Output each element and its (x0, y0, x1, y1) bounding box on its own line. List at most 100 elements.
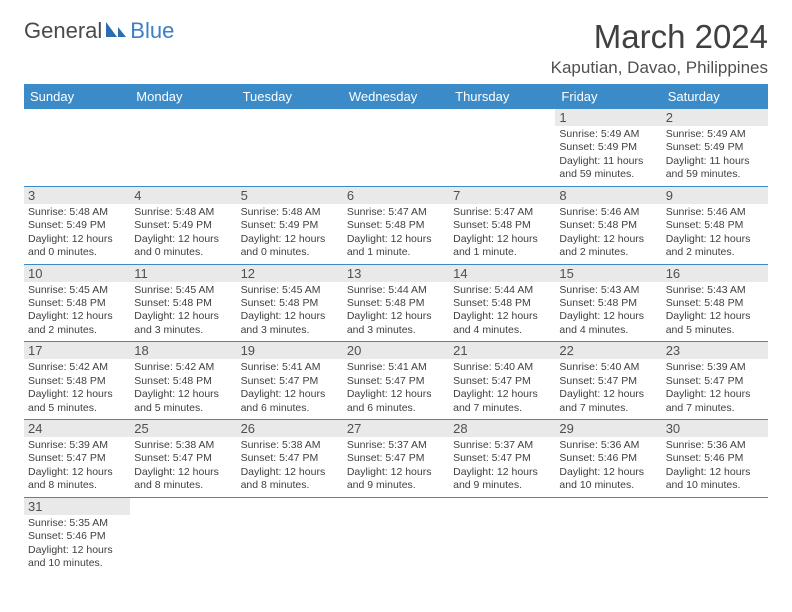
calendar-cell: 12Sunrise: 5:45 AMSunset: 5:48 PMDayligh… (237, 264, 343, 342)
day-info-line: Sunrise: 5:36 AM (666, 439, 764, 452)
day-info: Sunrise: 5:48 AMSunset: 5:49 PMDaylight:… (134, 206, 232, 260)
calendar-cell: 6Sunrise: 5:47 AMSunset: 5:48 PMDaylight… (343, 186, 449, 264)
day-info-line: Sunrise: 5:47 AM (347, 206, 445, 219)
weekday-header: Wednesday (343, 84, 449, 109)
day-info-line: and 59 minutes. (559, 168, 657, 181)
calendar-cell: 25Sunrise: 5:38 AMSunset: 5:47 PMDayligh… (130, 420, 236, 498)
calendar-cell: 20Sunrise: 5:41 AMSunset: 5:47 PMDayligh… (343, 342, 449, 420)
day-info: Sunrise: 5:40 AMSunset: 5:47 PMDaylight:… (453, 361, 551, 415)
month-title: March 2024 (551, 18, 768, 56)
day-info-line: Sunrise: 5:37 AM (453, 439, 551, 452)
calendar-cell: 29Sunrise: 5:36 AMSunset: 5:46 PMDayligh… (555, 420, 661, 498)
day-info-line: Daylight: 12 hours (241, 310, 339, 323)
day-number: 15 (555, 265, 661, 282)
calendar-cell: 8 Sunrise: 5:46 AMSunset: 5:48 PMDaylight… (555, 186, 661, 264)
day-info-line: Daylight: 12 hours (28, 310, 126, 323)
day-number: 21 (449, 342, 555, 359)
day-info: Sunrise: 5:49 AMSunset: 5:49 PMDaylight:… (666, 128, 764, 182)
logo-sail-icon (104, 19, 128, 44)
day-info-line: and 10 minutes. (559, 479, 657, 492)
calendar-cell: 10 Sunrise: 5:45 AMSunset: 5:48 PMDayligh… (24, 264, 130, 342)
calendar-cell (555, 497, 661, 574)
day-info: Sunrise: 5:41 AMSunset: 5:47 PMDaylight:… (241, 361, 339, 415)
day-info-line: Daylight: 12 hours (666, 388, 764, 401)
calendar-cell: 17Sunrise: 5:42 AMSunset: 5:48 PMDayligh… (24, 342, 130, 420)
calendar-cell: 24 Sunrise: 5:39 AMSunset: 5:47 PMDayligh… (24, 420, 130, 498)
logo: General Blue (24, 18, 174, 44)
day-number: 27 (343, 420, 449, 437)
calendar-cell: 22Sunrise: 5:40 AMSunset: 5:47 PMDayligh… (555, 342, 661, 420)
day-info: Sunrise: 5:42 AMSunset: 5:48 PMDaylight:… (28, 361, 126, 415)
calendar-cell: 26Sunrise: 5:38 AMSunset: 5:47 PMDayligh… (237, 420, 343, 498)
day-info-line: Sunrise: 5:40 AM (559, 361, 657, 374)
day-info-line: and 10 minutes. (28, 557, 126, 570)
calendar-cell (237, 497, 343, 574)
day-info-line: Sunset: 5:49 PM (559, 141, 657, 154)
day-info-line: Daylight: 12 hours (453, 466, 551, 479)
day-info-line: Daylight: 12 hours (134, 233, 232, 246)
day-info-line: Daylight: 12 hours (559, 388, 657, 401)
day-number: 8 (555, 187, 661, 204)
day-info-line: Daylight: 12 hours (347, 233, 445, 246)
calendar-row: 24 Sunrise: 5:39 AMSunset: 5:47 PMDayligh… (24, 420, 768, 498)
day-info-line: Daylight: 11 hours (559, 155, 657, 168)
day-number: 24 (24, 420, 130, 437)
weekday-header: Thursday (449, 84, 555, 109)
day-info-line: and 5 minutes. (28, 402, 126, 415)
day-info-line: Daylight: 12 hours (559, 466, 657, 479)
day-info: Sunrise: 5:43 AMSunset: 5:48 PMDaylight:… (666, 284, 764, 338)
day-info-line: Sunset: 5:49 PM (666, 141, 764, 154)
day-info-line: Sunrise: 5:46 AM (666, 206, 764, 219)
day-info-line: Daylight: 11 hours (666, 155, 764, 168)
day-info-line: Sunrise: 5:47 AM (453, 206, 551, 219)
day-info-line: Sunset: 5:47 PM (347, 452, 445, 465)
day-number: 29 (555, 420, 661, 437)
day-number: 16 (662, 265, 768, 282)
calendar-cell (237, 109, 343, 186)
calendar-cell: 18 Sunrise: 5:42 AMSunset: 5:48 PMDayligh… (130, 342, 236, 420)
weekday-header: Monday (130, 84, 236, 109)
day-info: Sunrise: 5:38 AMSunset: 5:47 PMDaylight:… (241, 439, 339, 493)
day-info-line: Daylight: 12 hours (134, 388, 232, 401)
day-number: 10 (24, 265, 130, 282)
calendar-cell: 2Sunrise: 5:49 AMSunset: 5:49 PMDaylight… (662, 109, 768, 186)
day-info-line: Daylight: 12 hours (453, 310, 551, 323)
day-info-line: Sunrise: 5:41 AM (241, 361, 339, 374)
day-info: Sunrise: 5:49 AMSunset: 5:49 PMDaylight:… (559, 128, 657, 182)
day-info-line: Sunrise: 5:48 AM (241, 206, 339, 219)
day-info: Sunrise: 5:39 AMSunset: 5:47 PMDaylight:… (28, 439, 126, 493)
day-info-line: Daylight: 12 hours (28, 388, 126, 401)
day-info-line: and 8 minutes. (134, 479, 232, 492)
day-info-line: Sunset: 5:48 PM (28, 297, 126, 310)
day-info-line: Daylight: 12 hours (347, 310, 445, 323)
day-info: Sunrise: 5:37 AMSunset: 5:47 PMDaylight:… (347, 439, 445, 493)
day-info-line: Sunrise: 5:41 AM (347, 361, 445, 374)
weekday-header-row: Sunday Monday Tuesday Wednesday Thursday… (24, 84, 768, 109)
calendar-cell: 4 Sunrise: 5:48 AMSunset: 5:49 PMDaylight… (130, 186, 236, 264)
day-info: Sunrise: 5:46 AMSunset: 5:48 PMDaylight:… (559, 206, 657, 260)
day-info-line: Sunset: 5:47 PM (241, 375, 339, 388)
day-info-line: and 6 minutes. (347, 402, 445, 415)
day-number: 4 (130, 187, 236, 204)
day-number: 22 (555, 342, 661, 359)
day-info-line: Sunset: 5:49 PM (134, 219, 232, 232)
day-info-line: Sunrise: 5:45 AM (28, 284, 126, 297)
day-info-line: Sunset: 5:48 PM (453, 219, 551, 232)
day-info-line: and 0 minutes. (241, 246, 339, 259)
calendar-cell: 14Sunrise: 5:44 AMSunset: 5:48 PMDayligh… (449, 264, 555, 342)
day-info: Sunrise: 5:42 AMSunset: 5:48 PMDaylight:… (134, 361, 232, 415)
day-number: 18 (130, 342, 236, 359)
day-info-line: Sunrise: 5:39 AM (666, 361, 764, 374)
day-info-line: and 1 minute. (453, 246, 551, 259)
calendar-cell (130, 109, 236, 186)
day-info-line: Sunset: 5:46 PM (666, 452, 764, 465)
day-info-line: Sunset: 5:48 PM (559, 297, 657, 310)
day-info-line: Daylight: 12 hours (28, 544, 126, 557)
day-info-line: Sunset: 5:48 PM (347, 219, 445, 232)
day-info-line: and 3 minutes. (134, 324, 232, 337)
day-info: Sunrise: 5:35 AMSunset: 5:46 PMDaylight:… (28, 517, 126, 571)
day-number: 28 (449, 420, 555, 437)
day-info: Sunrise: 5:45 AMSunset: 5:48 PMDaylight:… (134, 284, 232, 338)
header: General Blue March 2024 Kaputian, Davao,… (24, 18, 768, 78)
day-info: Sunrise: 5:45 AMSunset: 5:48 PMDaylight:… (28, 284, 126, 338)
